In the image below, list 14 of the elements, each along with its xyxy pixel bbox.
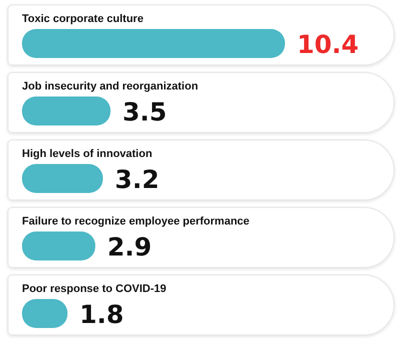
data-label: 10.4 bbox=[297, 30, 359, 59]
bar bbox=[22, 232, 96, 260]
y-tick-label: Toxic corporate culture bbox=[22, 13, 144, 25]
y-tick-label: Poor response to COVID-19 bbox=[22, 283, 166, 295]
y-tick-label: Failure to recognize employee performance bbox=[22, 216, 250, 228]
y-tick-label: High levels of innovation bbox=[22, 148, 152, 160]
bar bbox=[22, 29, 285, 58]
data-label: 1.8 bbox=[80, 300, 124, 329]
data-label: 2.9 bbox=[107, 232, 152, 262]
data-label: 3.2 bbox=[114, 165, 160, 194]
data-label: 3.5 bbox=[122, 98, 167, 126]
bar bbox=[22, 96, 111, 126]
y-tick-label: Job insecurity and reorganization bbox=[22, 80, 198, 92]
bar bbox=[22, 164, 103, 193]
